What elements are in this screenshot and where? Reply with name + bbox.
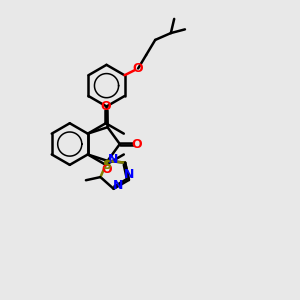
Text: O: O <box>100 100 111 112</box>
Text: S: S <box>103 159 112 172</box>
Text: N: N <box>124 168 134 182</box>
Text: N: N <box>107 154 118 166</box>
Text: N: N <box>112 179 123 192</box>
Text: O: O <box>133 62 143 75</box>
Text: O: O <box>132 138 142 151</box>
Text: O: O <box>102 163 112 176</box>
